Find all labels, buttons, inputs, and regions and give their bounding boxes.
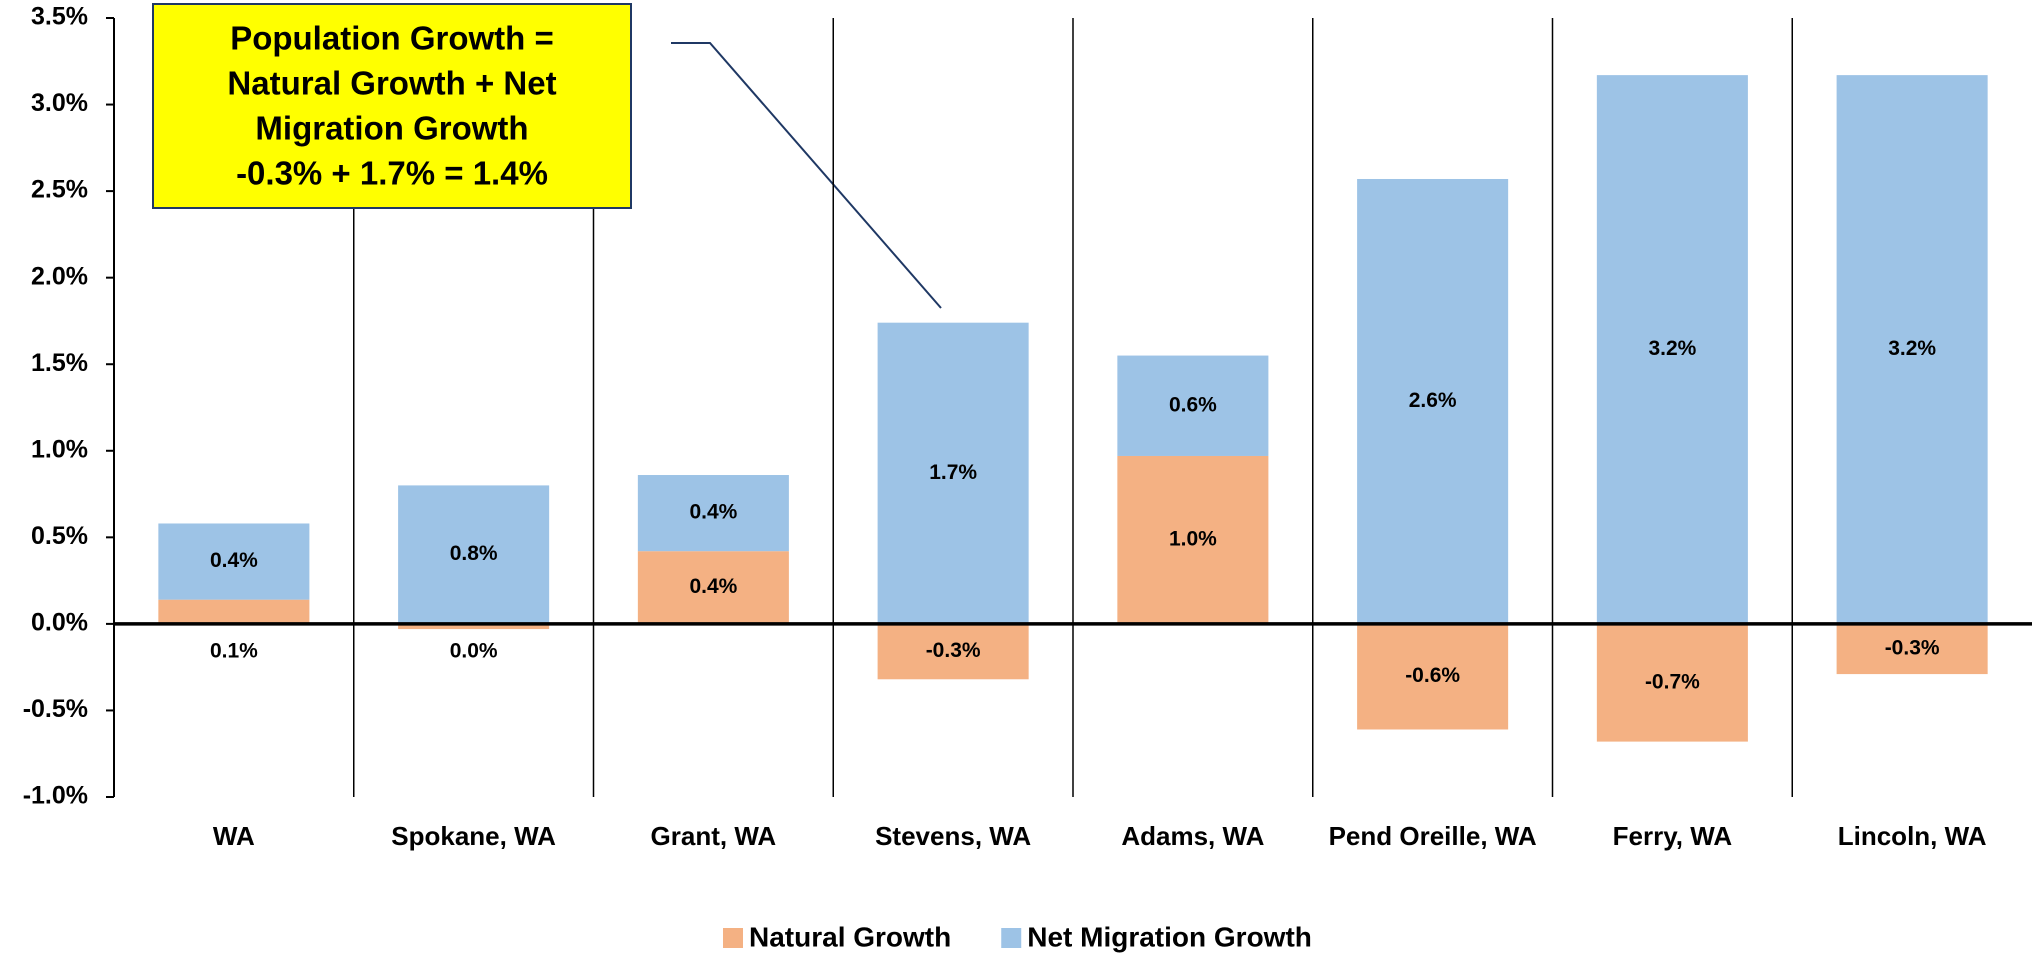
value-label: 3.2% xyxy=(1888,337,1936,360)
annotation-box xyxy=(152,3,632,209)
bar-segment xyxy=(1836,623,1988,675)
x-tick-label: Adams, WA xyxy=(1121,821,1264,851)
annotation-text: Migration Growth xyxy=(255,110,528,147)
value-label: 3.2% xyxy=(1648,337,1696,360)
legend-swatch xyxy=(1001,928,1022,948)
value-label: 0.0% xyxy=(450,639,498,662)
bar-segment xyxy=(398,485,550,624)
bar-segment xyxy=(1357,623,1509,730)
y-tick-label: 2.5% xyxy=(31,176,88,204)
x-tick-label: WA xyxy=(213,821,255,851)
legend-swatch xyxy=(723,928,743,948)
bar-segment xyxy=(877,322,1029,624)
annotation-text: Natural Growth + Net xyxy=(227,65,556,102)
value-label: 1.7% xyxy=(929,461,977,484)
y-tick-label: 1.0% xyxy=(31,435,88,463)
bar-segment xyxy=(158,523,310,600)
bar-segment xyxy=(877,623,1029,680)
legend-label: Net Migration Growth xyxy=(1027,921,1312,952)
value-label: -0.7% xyxy=(1645,670,1700,693)
y-tick-label: 2.0% xyxy=(31,262,88,290)
annotation-text: Population Growth = xyxy=(230,20,554,57)
y-tick-label: 0.5% xyxy=(31,522,88,550)
value-label: -0.3% xyxy=(926,639,981,662)
value-label: 1.0% xyxy=(1169,527,1217,550)
y-tick-label: -0.5% xyxy=(23,695,88,723)
bar-segment xyxy=(1117,355,1269,456)
value-label: -0.6% xyxy=(1405,664,1460,687)
legend-label: Natural Growth xyxy=(749,921,951,952)
value-label: -0.3% xyxy=(1885,637,1940,660)
bar-segment xyxy=(1357,178,1509,624)
annotation-leader xyxy=(671,42,942,309)
bar-segment xyxy=(398,623,550,630)
x-tick-label: Lincoln, WA xyxy=(1838,821,1987,851)
value-label: 2.6% xyxy=(1409,389,1457,412)
annotation-text: -0.3% + 1.7% = 1.4% xyxy=(236,155,548,192)
bar-segment xyxy=(637,475,789,552)
x-tick-label: Pend Oreille, WA xyxy=(1329,821,1537,851)
x-tick-label: Stevens, WA xyxy=(875,821,1031,851)
x-tick-label: Spokane, WA xyxy=(391,821,556,851)
y-tick-label: -1.0% xyxy=(23,782,88,810)
x-tick-label: Grant, WA xyxy=(651,821,777,851)
value-label: 0.4% xyxy=(689,575,737,598)
x-tick-label: Ferry, WA xyxy=(1613,821,1733,851)
value-label: 0.1% xyxy=(210,639,258,662)
value-label: 0.8% xyxy=(450,542,498,565)
bar-segment xyxy=(637,551,789,624)
y-tick-label: 3.5% xyxy=(31,3,88,31)
bar-segment xyxy=(1596,75,1748,624)
bar-segment xyxy=(158,599,310,624)
y-tick-label: 0.0% xyxy=(31,608,88,636)
y-tick-label: 3.0% xyxy=(31,89,88,117)
bar-segment xyxy=(1596,623,1748,742)
value-label: 0.6% xyxy=(1169,393,1217,416)
y-tick-label: 1.5% xyxy=(31,349,88,377)
value-label: 0.4% xyxy=(689,501,737,524)
bar-segment xyxy=(1836,75,1988,624)
bar-segment xyxy=(1117,455,1269,624)
value-label: 0.4% xyxy=(210,549,258,572)
